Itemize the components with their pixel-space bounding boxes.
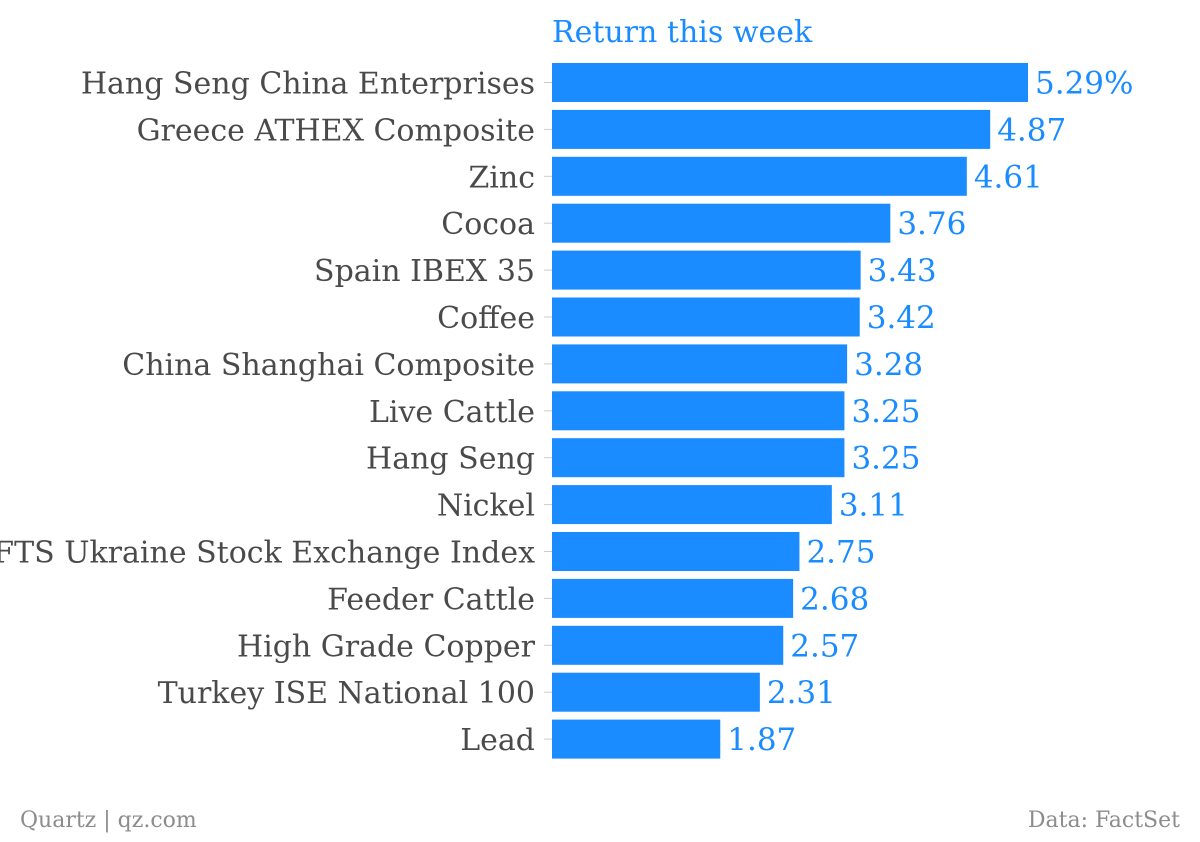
bar: [552, 672, 760, 712]
bars-group: Hang Seng China Enterprises 5.29% Greece A…: [0, 63, 1133, 759]
category-label: Feeder Cattle: [327, 582, 535, 617]
category-label: Turkey ISE National 100: [158, 676, 535, 711]
data-label: 3.11: [839, 488, 908, 524]
bar: [552, 63, 1028, 102]
bar: [552, 344, 848, 384]
bar: [552, 438, 845, 478]
category-label: Greece ATHEX Composite: [137, 113, 535, 148]
category-label: Spain IBEX 35: [314, 254, 535, 289]
bar: [552, 391, 845, 431]
series-title: Return this week: [552, 15, 813, 50]
category-label: Lead: [460, 723, 535, 758]
data-label: 2.57: [790, 628, 859, 664]
category-label: High Grade Copper: [237, 629, 536, 664]
data-label: 3.76: [897, 206, 966, 242]
bar: [552, 156, 967, 196]
bar: [552, 250, 861, 290]
category-label: Live Cattle: [369, 395, 535, 430]
data-label: 3.25: [851, 394, 920, 430]
category-label: Hang Seng: [366, 442, 535, 477]
data-label: 2.75: [806, 535, 875, 571]
data-label: 3.42: [867, 300, 936, 336]
category-label: PFTS Ukraine Stock Exchange Index: [0, 536, 535, 571]
data-label: 1.87: [727, 722, 796, 758]
bar: [552, 109, 991, 149]
bar: [552, 485, 832, 525]
bar: [552, 203, 891, 243]
category-label: Zinc: [468, 160, 535, 195]
data-label: 2.68: [800, 581, 869, 617]
category-label: Coffee: [437, 301, 535, 336]
bar: [552, 578, 794, 618]
data-label: 3.43: [868, 253, 937, 289]
data-label: 3.25: [851, 441, 920, 477]
data-label: 4.61: [974, 159, 1043, 195]
bar: [552, 532, 800, 571]
category-label: Nickel: [437, 489, 535, 524]
data-label: 2.31: [767, 675, 836, 711]
footer-source: Data: FactSet: [1027, 808, 1180, 833]
bar: [552, 625, 784, 665]
data-label: 4.87: [997, 112, 1066, 148]
category-label: China Shanghai Composite: [122, 348, 535, 383]
footer-credit: Quartz | qz.com: [20, 808, 197, 833]
data-label: 5.29%: [1035, 66, 1133, 102]
bar: [552, 297, 860, 337]
bar: [552, 719, 721, 759]
data-label: 3.28: [854, 347, 923, 383]
category-label: Hang Seng China Enterprises: [81, 67, 535, 102]
category-label: Cocoa: [441, 207, 535, 242]
